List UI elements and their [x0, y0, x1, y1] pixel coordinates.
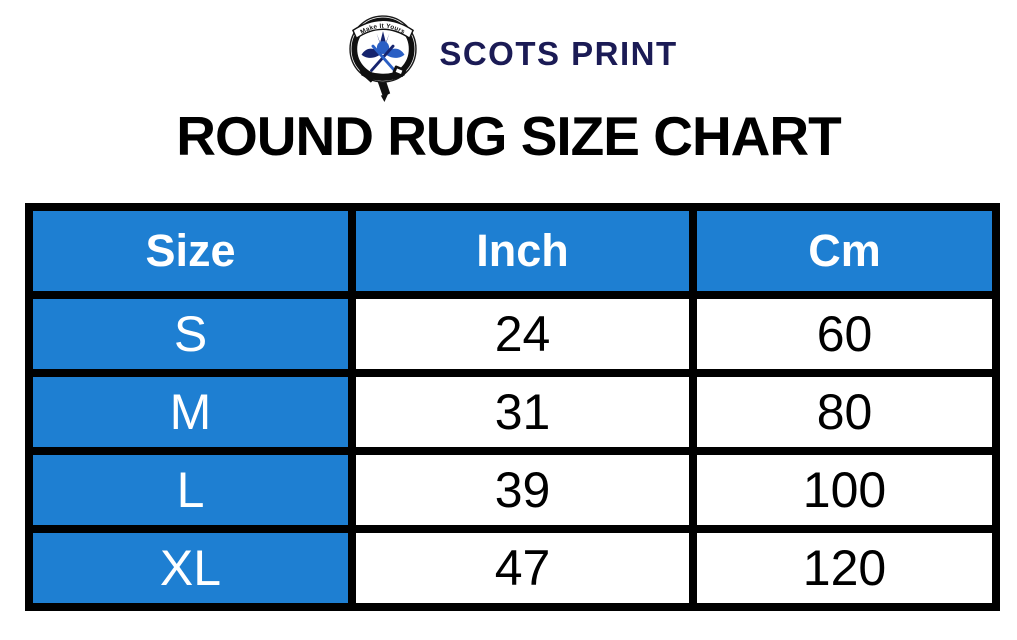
inch-value-cell: 39	[348, 447, 697, 533]
size-label-cell: L	[25, 447, 356, 533]
cm-value-cell: 60	[689, 291, 1000, 377]
size-label-cell: M	[25, 369, 356, 455]
table-row-l: L 39 100	[25, 447, 1000, 533]
size-label-cell: S	[25, 291, 356, 377]
thistle-crest-icon: Make It Yours	[349, 15, 417, 102]
table-row-xl: XL 47 120	[25, 525, 1000, 611]
scots-print-crest-logo: Make It Yours	[339, 6, 427, 102]
size-chart-table: Size Inch Cm S 24 60 M 31 80 L 39 100	[25, 203, 1000, 611]
brand-header: Make It Yours SCOTS PRINT	[0, 6, 1017, 102]
column-header-size: Size	[25, 203, 356, 299]
inch-value-cell: 47	[348, 525, 697, 611]
column-header-inch: Inch	[348, 203, 697, 299]
inch-value-cell: 24	[348, 291, 697, 377]
cm-value-cell: 80	[689, 369, 1000, 455]
size-label-cell: XL	[25, 525, 356, 611]
cm-value-cell: 100	[689, 447, 1000, 533]
column-header-cm: Cm	[689, 203, 1000, 299]
brand-name: SCOTS PRINT	[439, 35, 678, 72]
header-row: Size Inch Cm	[25, 203, 1000, 299]
page-title: ROUND RUG SIZE CHART	[176, 105, 841, 167]
table-row-s: S 24 60	[25, 291, 1000, 377]
cm-value-cell: 120	[689, 525, 1000, 611]
table-row-m: M 31 80	[25, 369, 1000, 455]
inch-value-cell: 31	[348, 369, 697, 455]
